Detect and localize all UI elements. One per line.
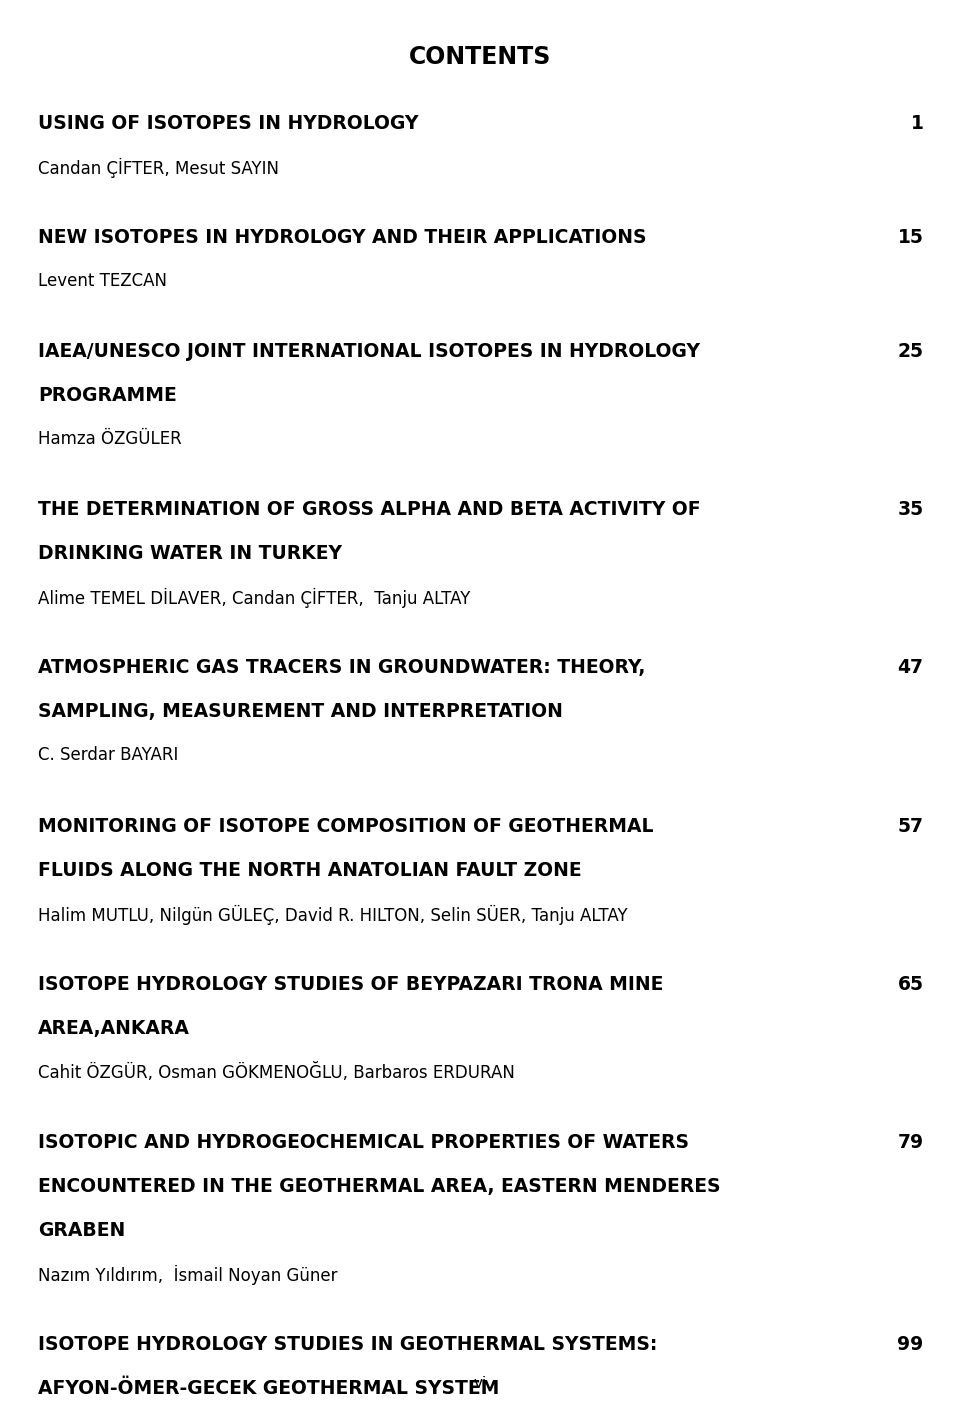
Text: USING OF ISOTOPES IN HYDROLOGY: USING OF ISOTOPES IN HYDROLOGY <box>38 114 419 132</box>
Text: 1: 1 <box>911 114 924 132</box>
Text: MONITORING OF ISOTOPE COMPOSITION OF GEOTHERMAL: MONITORING OF ISOTOPE COMPOSITION OF GEO… <box>38 817 654 836</box>
Text: vi: vi <box>473 1375 487 1391</box>
Text: THE DETERMINATION OF GROSS ALPHA AND BETA ACTIVITY OF: THE DETERMINATION OF GROSS ALPHA AND BET… <box>38 501 701 519</box>
Text: PROGRAMME: PROGRAMME <box>38 386 178 404</box>
Text: 79: 79 <box>898 1134 924 1152</box>
Text: 57: 57 <box>898 817 924 836</box>
Text: 35: 35 <box>898 501 924 519</box>
Text: 47: 47 <box>898 658 924 677</box>
Text: GRABEN: GRABEN <box>38 1222 126 1240</box>
Text: ENCOUNTERED IN THE GEOTHERMAL AREA, EASTERN MENDERES: ENCOUNTERED IN THE GEOTHERMAL AREA, EAST… <box>38 1178 721 1196</box>
Text: Halim MUTLU, Nilgün GÜLEÇ, David R. HILTON, Selin SÜER, Tanju ALTAY: Halim MUTLU, Nilgün GÜLEÇ, David R. HILT… <box>38 905 628 925</box>
Text: NEW ISOTOPES IN HYDROLOGY AND THEIR APPLICATIONS: NEW ISOTOPES IN HYDROLOGY AND THEIR APPL… <box>38 227 647 247</box>
Text: SAMPLING, MEASUREMENT AND INTERPRETATION: SAMPLING, MEASUREMENT AND INTERPRETATION <box>38 702 564 721</box>
Text: IAEA/UNESCO JOINT INTERNATIONAL ISOTOPES IN HYDROLOGY: IAEA/UNESCO JOINT INTERNATIONAL ISOTOPES… <box>38 342 701 360</box>
Text: ISOTOPE HYDROLOGY STUDIES OF BEYPAZARI TRONA MINE: ISOTOPE HYDROLOGY STUDIES OF BEYPAZARI T… <box>38 975 663 993</box>
Text: C. Serdar BAYARI: C. Serdar BAYARI <box>38 746 179 765</box>
Text: AFYON-ÖMER-GECEK GEOTHERMAL SYSTEM: AFYON-ÖMER-GECEK GEOTHERMAL SYSTEM <box>38 1379 500 1398</box>
Text: DRINKING WATER IN TURKEY: DRINKING WATER IN TURKEY <box>38 545 343 563</box>
Text: Hamza ÖZGÜLER: Hamza ÖZGÜLER <box>38 430 182 448</box>
Text: 25: 25 <box>898 342 924 360</box>
Text: ISOTOPIC AND HYDROGEOCHEMICAL PROPERTIES OF WATERS: ISOTOPIC AND HYDROGEOCHEMICAL PROPERTIES… <box>38 1134 689 1152</box>
Text: 15: 15 <box>898 227 924 247</box>
Text: AREA,ANKARA: AREA,ANKARA <box>38 1019 190 1037</box>
Text: ATMOSPHERIC GAS TRACERS IN GROUNDWATER: THEORY,: ATMOSPHERIC GAS TRACERS IN GROUNDWATER: … <box>38 658 646 677</box>
Text: 65: 65 <box>898 975 924 993</box>
Text: 99: 99 <box>898 1335 924 1354</box>
Text: Levent TEZCAN: Levent TEZCAN <box>38 271 167 289</box>
Text: Nazım Yıldırım,  İsmail Noyan Güner: Nazım Yıldırım, İsmail Noyan Güner <box>38 1266 338 1286</box>
Text: Cahit ÖZGÜR, Osman GÖKMENOĞLU, Barbaros ERDURAN: Cahit ÖZGÜR, Osman GÖKMENOĞLU, Barbaros … <box>38 1063 516 1081</box>
Text: Alime TEMEL DİLAVER, Candan ÇİFTER,  Tanju ALTAY: Alime TEMEL DİLAVER, Candan ÇİFTER, Tanj… <box>38 589 470 609</box>
Text: ISOTOPE HYDROLOGY STUDIES IN GEOTHERMAL SYSTEMS:: ISOTOPE HYDROLOGY STUDIES IN GEOTHERMAL … <box>38 1335 658 1354</box>
Text: Candan ÇİFTER, Mesut SAYIN: Candan ÇİFTER, Mesut SAYIN <box>38 158 279 177</box>
Text: CONTENTS: CONTENTS <box>409 45 551 70</box>
Text: FLUIDS ALONG THE NORTH ANATOLIAN FAULT ZONE: FLUIDS ALONG THE NORTH ANATOLIAN FAULT Z… <box>38 861 582 880</box>
